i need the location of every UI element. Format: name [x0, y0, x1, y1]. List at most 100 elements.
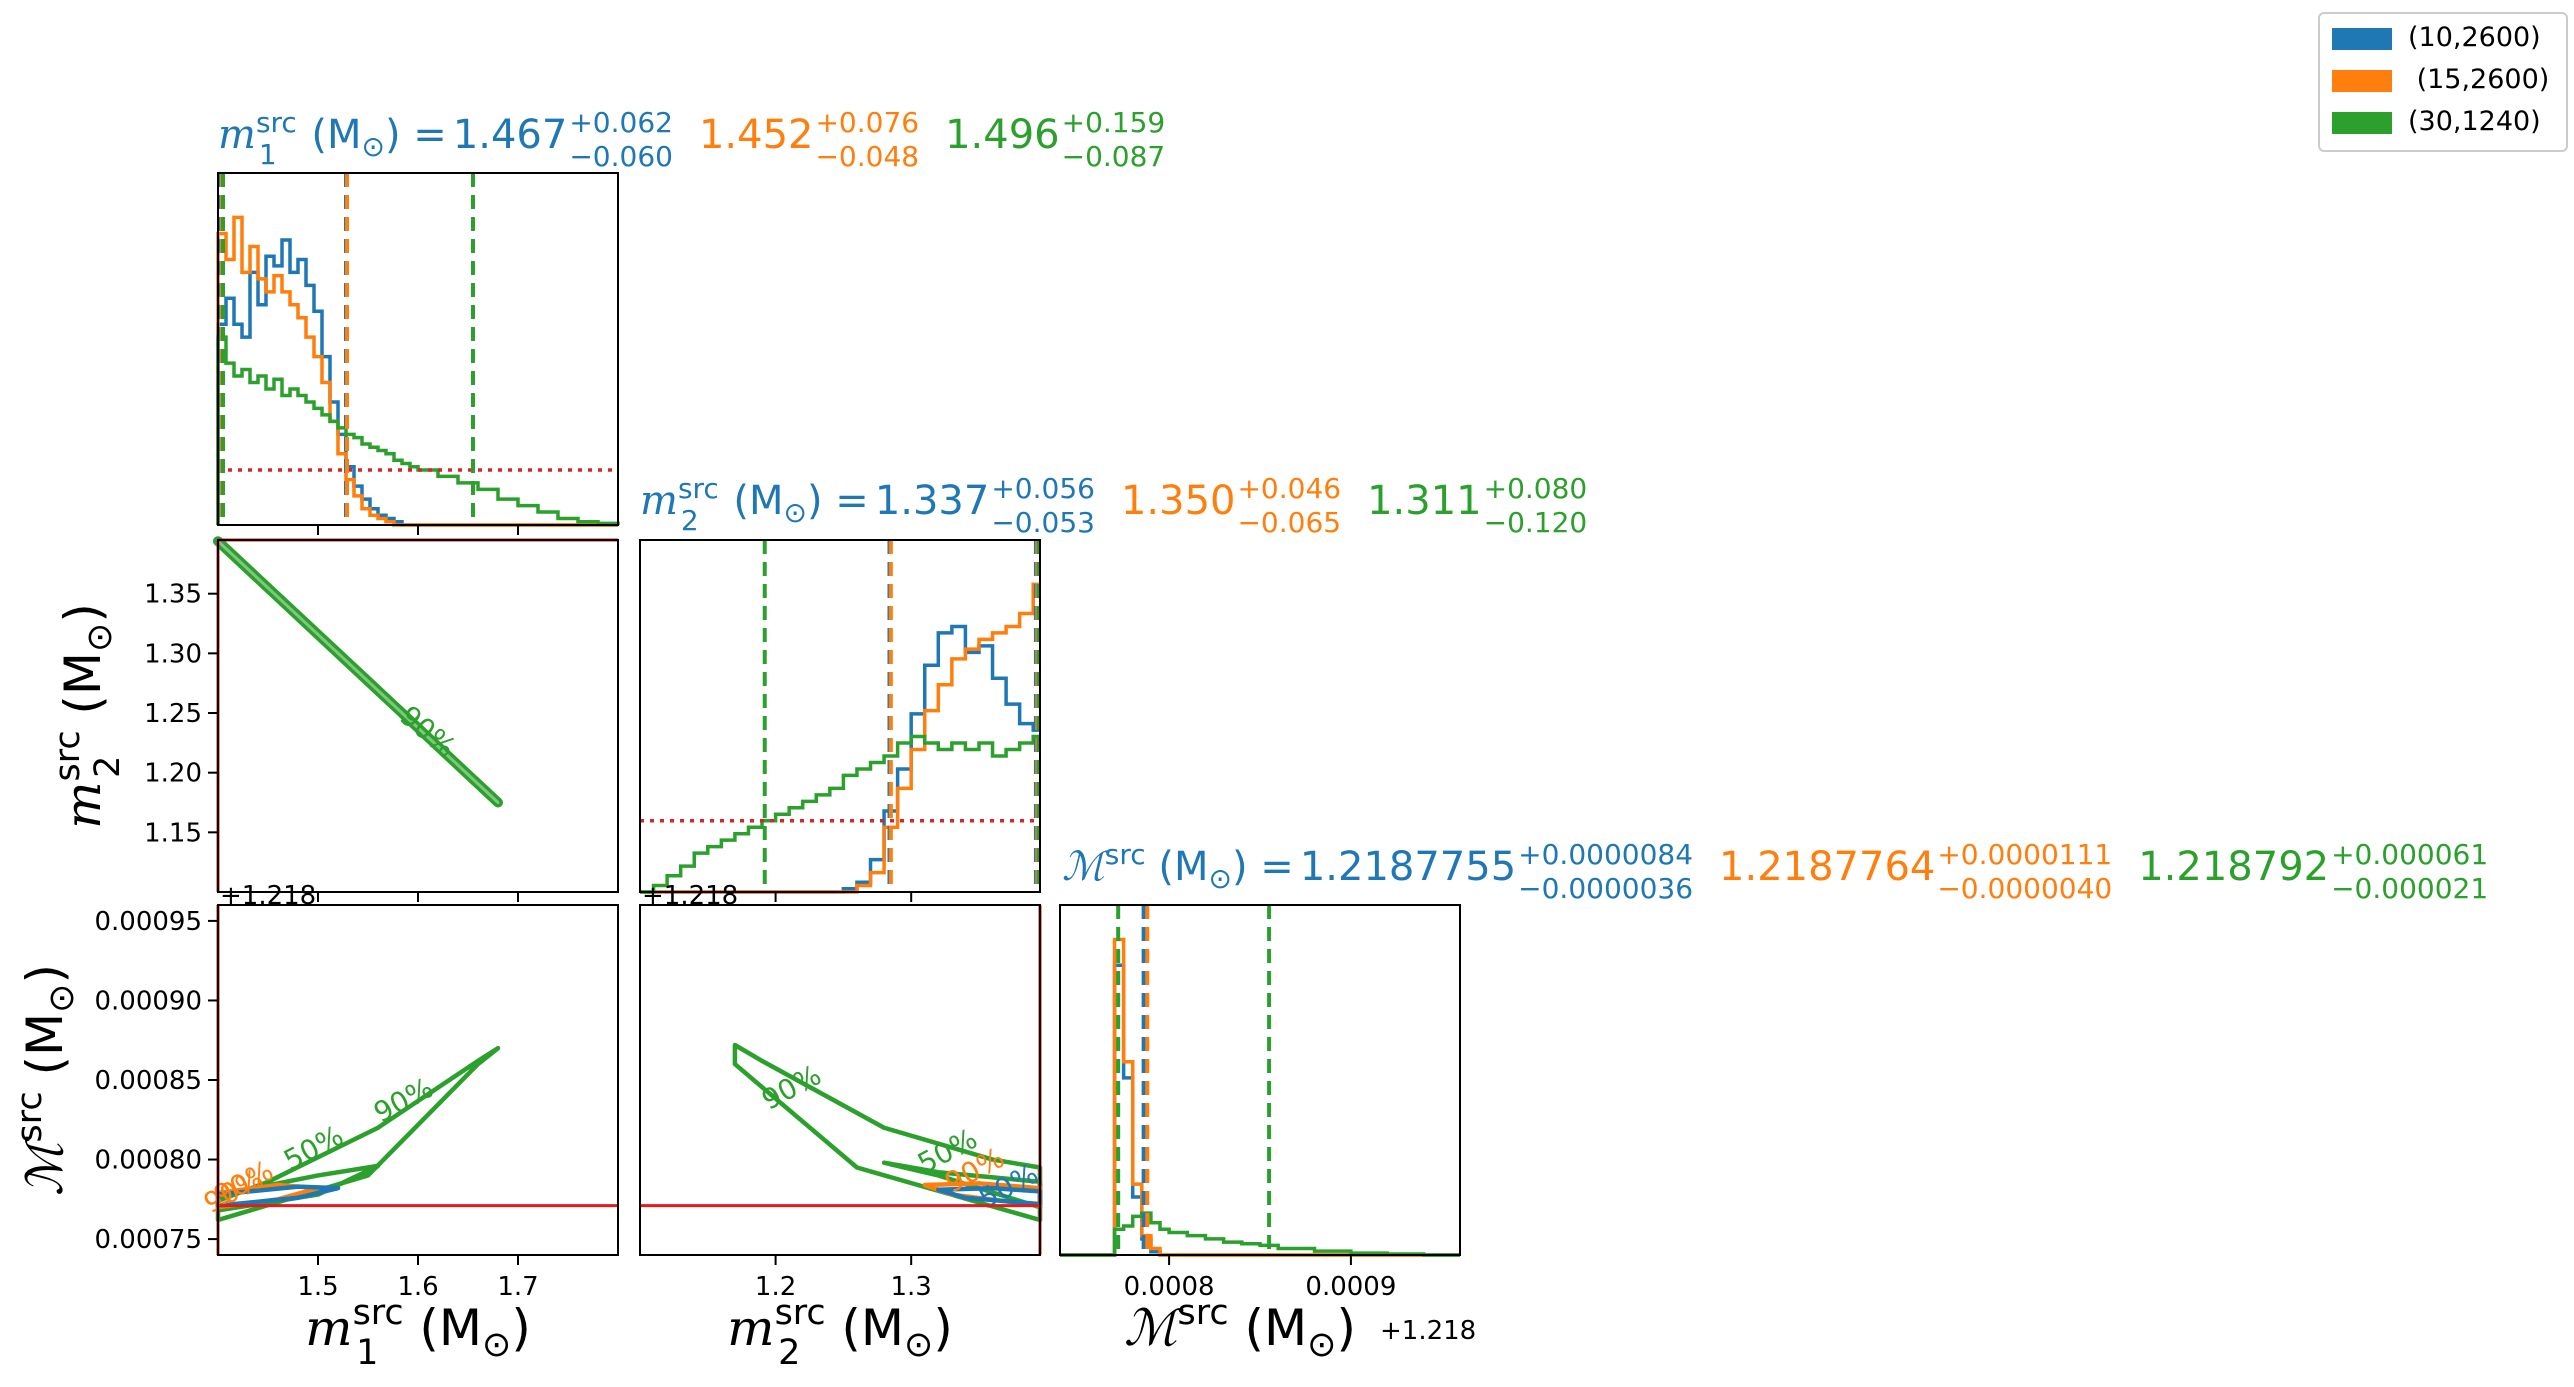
- xlabel-mc: ℳsrc (M⊙): [1124, 1293, 1356, 1365]
- labels-layer: 1.15 1.20 1.25 1.30 1.35 1.5 1.6 1.7 0.00075 0.00…: [10, 106, 2488, 1373]
- c31-ytick-label: 0.00095: [94, 907, 202, 937]
- c21-ytick-label: 1.15: [144, 818, 202, 848]
- title-m1-unit-sub: ⊙: [362, 130, 385, 163]
- ylabel-m2-sup: src: [48, 730, 88, 781]
- c31-ytick-label: 0.00085: [94, 1066, 202, 1096]
- c31-xtick-label: 1.6: [397, 1272, 438, 1302]
- legend-swatch-blue: [2332, 28, 2392, 50]
- title-m1: msrc 1 (M⊙) =: [218, 106, 447, 171]
- xlabel-m1-sub: 1: [356, 1333, 378, 1373]
- xlabel-m1-symbol: m: [305, 1299, 352, 1357]
- legend: (10,2600) (15,2600) (30,1240): [2318, 12, 2568, 152]
- mc-hist-1: [1060, 937, 1460, 1257]
- title-m2-main: msrc 2 (M⊙) =: [640, 472, 869, 537]
- ylabel-m2-unit-sub: ⊙: [80, 623, 120, 652]
- m1-mc-contour-label: 90%: [368, 1071, 438, 1129]
- title-m2-sub: 2: [681, 504, 699, 537]
- xlabel-m2-unit-sub: ⊙: [904, 1325, 933, 1365]
- ylabel-m2-unit: (M: [54, 652, 112, 731]
- title-mc-minus: −0.0000040: [1937, 872, 2112, 905]
- title-mc-plus: +0.000061: [2331, 838, 2488, 871]
- c21-ytick-label: 1.35: [144, 580, 202, 610]
- ylabel-m2-sub: 2: [88, 756, 128, 778]
- xlabel-m1-sup: src: [353, 1293, 404, 1333]
- xlabel-m2-sub: 2: [778, 1333, 800, 1373]
- ylabel-m2: msrc2 (M⊙): [48, 603, 128, 829]
- title-mc-median: 1.2187764: [1719, 844, 1935, 890]
- mc-frame: [1059, 904, 1461, 1256]
- offset-text-h3: +1.218: [1380, 1316, 1476, 1346]
- xlabel-m2-text: msrc 2 (M⊙): [727, 1293, 953, 1373]
- title-mc-minus: −0.0000036: [1518, 872, 1693, 905]
- title-m2: msrc 2 (M⊙) =: [640, 472, 869, 537]
- title-m2-plus: +0.046: [1237, 472, 1341, 505]
- xlabel-mc-sup: src: [1177, 1293, 1228, 1333]
- title-m2-minus: −0.053: [991, 506, 1095, 539]
- xlabel-m2-sup: src: [775, 1293, 826, 1333]
- title-mc-close: ) =: [1232, 844, 1294, 890]
- c32-xtick-label: 1.2: [755, 1272, 796, 1302]
- title-mc-median: 1.218792: [2138, 844, 2329, 890]
- m2-mc-frame: [639, 904, 1041, 1256]
- c31-ytick-label: 0.00090: [94, 986, 202, 1016]
- xlabel-m1: msrc 1 (M⊙): [305, 1293, 531, 1373]
- title-m1-sub: 1: [259, 138, 277, 171]
- title-m1-minus: −0.087: [1062, 140, 1166, 173]
- m1-hist-1: [216, 215, 618, 527]
- ylabel-mc-unit: (M: [16, 1013, 74, 1092]
- title-m2-median: 1.350: [1121, 478, 1236, 524]
- title-m2-sup: src: [678, 472, 719, 505]
- title-m2-plus: +0.056: [991, 472, 1095, 505]
- m2-mc-contour-0: [732, 1042, 1043, 1223]
- m1-hist-0: [216, 238, 618, 527]
- m2-hist-1: [640, 582, 1040, 894]
- m2-hist-2: [640, 734, 1040, 894]
- legend-entry: (10,2600): [2332, 20, 2562, 56]
- title-m2-minus: −0.065: [1237, 506, 1341, 539]
- xlabel-m2-unit: (M: [825, 1299, 904, 1357]
- title-m1-plus: +0.159: [1062, 106, 1166, 139]
- xlabel-mc-close: ): [1336, 1299, 1356, 1357]
- title-m2-symbol: m: [640, 478, 678, 524]
- title-m1-sup: src: [256, 106, 297, 139]
- contour-m1-m2-inner: [216, 539, 500, 805]
- c21-ytick-label: 1.25: [144, 699, 202, 729]
- c32-xtick-label: 1.3: [891, 1272, 932, 1302]
- title-m2-close: ) =: [807, 478, 869, 524]
- ylabel-mc-symbol: ℳ: [16, 1136, 74, 1196]
- title-m1-main: msrc 1 (M⊙) =: [218, 106, 447, 171]
- title-mc: ℳsrc (M⊙) =: [1062, 838, 1294, 895]
- title-m1-median: 1.452: [699, 112, 814, 158]
- offset-text-h2: +1.218: [642, 881, 738, 911]
- c31-ytick-label: 0.00080: [94, 1146, 202, 1176]
- title-mc-main: ℳsrc (M⊙) =: [1062, 838, 1294, 895]
- c31-ytick-label: 0.00075: [94, 1225, 202, 1255]
- title-m2-median: 1.311: [1367, 478, 1482, 524]
- xlabel-mc-unit-sub: ⊙: [1307, 1325, 1336, 1365]
- title-m2-median: 1.337: [875, 478, 990, 524]
- offset-text-c21: +1.218: [220, 881, 316, 911]
- title-m1-median: 1.467: [453, 112, 568, 158]
- title-m1-symbol: m: [218, 112, 256, 158]
- h3-xtick-label: 0.0009: [1305, 1272, 1396, 1302]
- ylabel-mc-sup: src: [10, 1091, 50, 1142]
- title-m1-median: 1.496: [945, 112, 1060, 158]
- title-mc-median: 1.2187755: [1300, 844, 1516, 890]
- title-mc-sup: src: [1105, 838, 1146, 871]
- m2-frame: [639, 539, 1041, 893]
- title-m1-unit: (M: [299, 112, 362, 158]
- xlabel-mc-symbol: ℳ: [1124, 1299, 1184, 1357]
- xlabel-mc-unit: (M: [1229, 1299, 1308, 1357]
- xlabel-m2-close: ): [933, 1299, 953, 1357]
- c31-xtick-label: 1.5: [297, 1272, 338, 1302]
- title-m2-plus: +0.080: [1484, 472, 1588, 505]
- ylabel-mc-unit-sub: ⊙: [42, 984, 82, 1013]
- panels-layer: 90%90%50%90%90%90%50%90%50%: [198, 172, 1461, 1265]
- legend-label: (30,1240): [2408, 106, 2541, 137]
- ylabel-mc-close: ): [16, 964, 74, 984]
- xlabel-m1-close: ): [511, 1299, 531, 1357]
- c21-ytick-label: 1.30: [144, 639, 202, 669]
- title-m1-plus: +0.062: [569, 106, 673, 139]
- title-m1-close: ) =: [385, 112, 447, 158]
